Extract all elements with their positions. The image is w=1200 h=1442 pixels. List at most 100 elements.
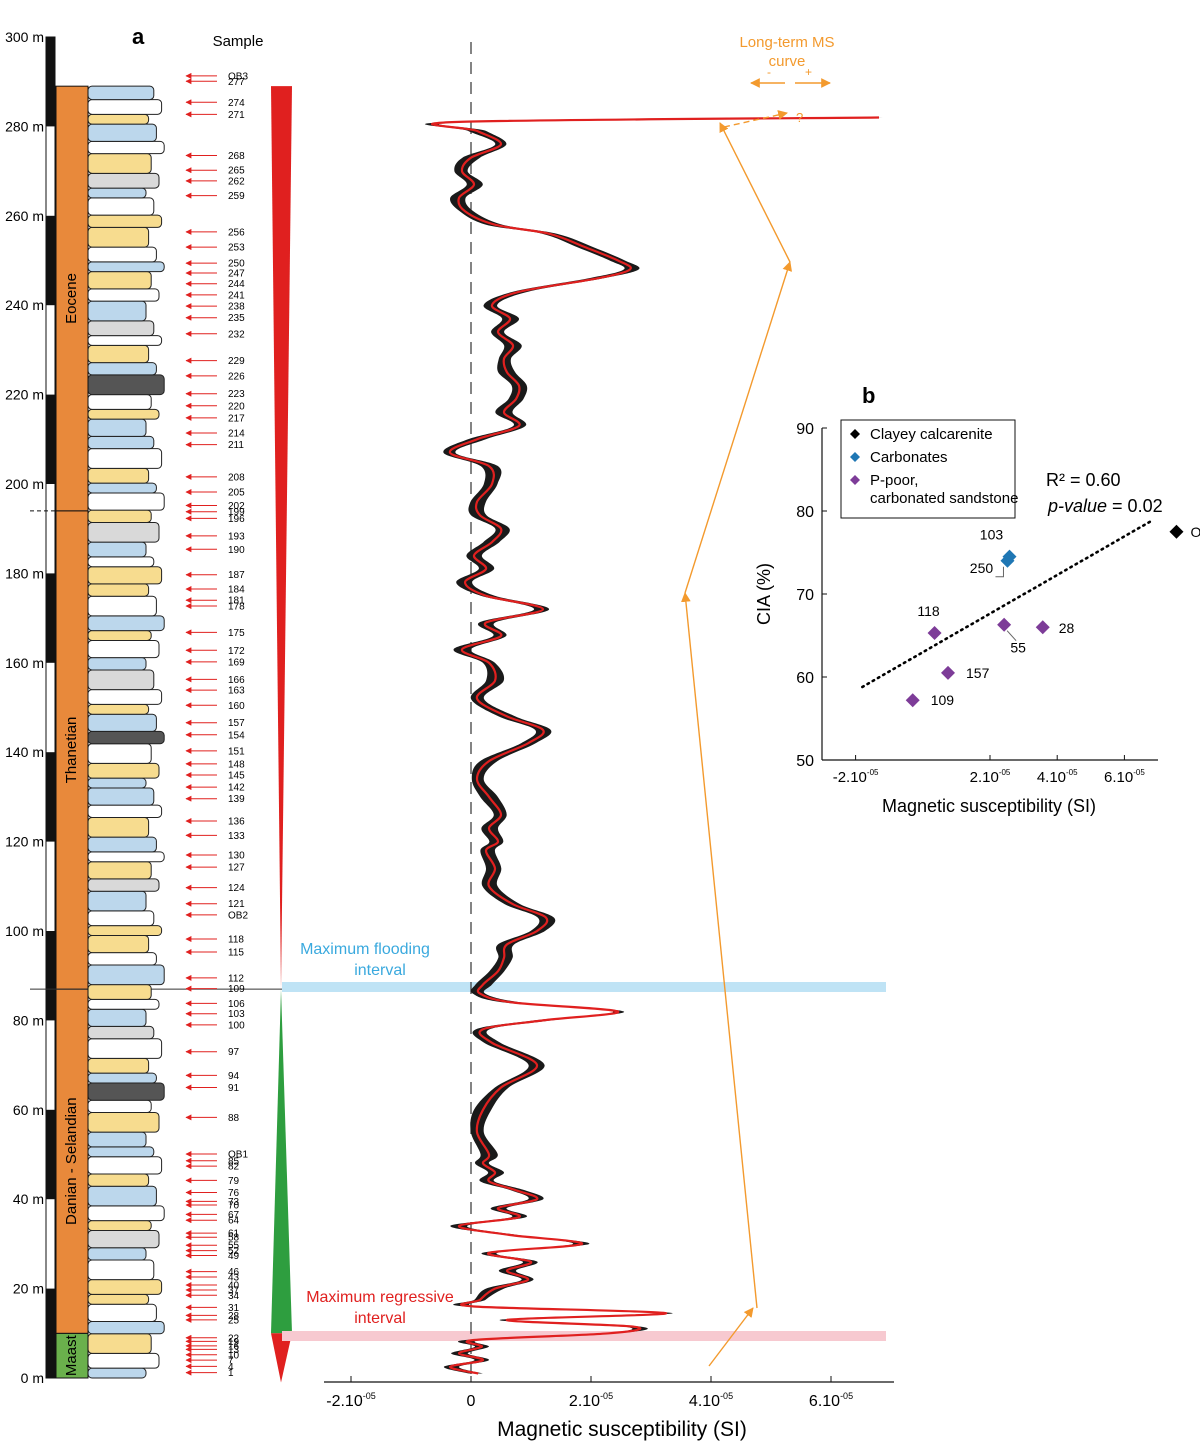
long-term-ms-curve: Long-term MS curve - + ? — [681, 34, 835, 1367]
sample-label: 160 — [228, 701, 245, 712]
sample-label: 52 — [228, 1246, 240, 1257]
lithology-bed — [87, 435, 155, 450]
lithology-bed — [87, 595, 157, 617]
sample-label: 136 — [228, 817, 245, 828]
lithology-bed — [87, 99, 163, 115]
depth-axis-segment — [46, 1109, 55, 1200]
sample-label: 274 — [228, 98, 245, 109]
transgressive-triangle — [271, 989, 292, 1334]
lithology-bed — [87, 1247, 147, 1261]
sample-label: 76 — [228, 1188, 240, 1199]
sample-label: 7 — [228, 1356, 234, 1367]
scatter-point-label: 250 — [970, 560, 994, 576]
max-regressive-band — [282, 1331, 886, 1341]
sample-label: 73 — [228, 1197, 240, 1208]
scatter-axes: 50 60 70 80 90 -2.10-05 2.10-05 4.10-05 6.10-05 — [796, 421, 1158, 786]
scatter-point — [1000, 553, 1015, 568]
lithology-bed — [87, 482, 157, 494]
lithology-bed — [87, 509, 152, 523]
scatter-point — [941, 665, 955, 680]
lithology-bed — [87, 964, 165, 986]
scatter-x-axis-label: Magnetic susceptibility (SI) — [882, 796, 1096, 816]
sample-label: 142 — [228, 783, 245, 794]
ms-x-axis: -2.10-05 0 2.10-05 4.10-05 6.10-05 — [324, 1376, 894, 1410]
legend-box — [840, 419, 1016, 519]
sample-label: 247 — [228, 269, 245, 280]
sample-label: 16 — [228, 1341, 240, 1352]
scatter-y-axis-label: CIA (%) — [754, 563, 774, 625]
lithology-bed — [87, 408, 160, 420]
lithology-bed — [87, 1279, 163, 1295]
lithology-bed — [87, 998, 160, 1010]
lithology-bed — [87, 1352, 160, 1369]
lithology-bed — [87, 140, 165, 155]
lithology-bed — [87, 1293, 150, 1305]
sample-label: 127 — [228, 863, 245, 874]
sample-label: 232 — [228, 329, 245, 340]
lithology-bed — [87, 890, 147, 912]
lithology-bed — [87, 1131, 147, 1148]
sample-label: 13 — [228, 1345, 240, 1356]
sample-label: 79 — [228, 1176, 240, 1187]
sample-label: 1 — [228, 1368, 234, 1379]
ms-x-tick-exponent: -05 — [600, 1391, 613, 1401]
lithology-bed — [87, 630, 152, 641]
lithology-bed — [87, 1173, 150, 1187]
lithology-bed — [87, 1259, 155, 1281]
ms-smoothed-line — [430, 116, 880, 1375]
depth-tick-label: 120 m — [5, 834, 44, 850]
ms-x-tick-label: 2.10-05 — [569, 1391, 613, 1410]
legend-entry: Carbonates — [870, 449, 948, 466]
lithology-bed — [87, 394, 152, 410]
sample-label: 190 — [228, 545, 245, 556]
depth-axis-segment — [46, 394, 55, 484]
ms-x-tick-label: 4.10-05 — [689, 1391, 733, 1410]
depth-axis-segment — [46, 37, 55, 127]
scatter-point — [927, 626, 942, 641]
sample-label: 64 — [228, 1216, 240, 1227]
scatter-legend: Clayey calcarenite Carbonates P-poor,carbo… — [840, 419, 1018, 519]
lithology-bed — [87, 1082, 165, 1101]
sample-label: 43 — [228, 1272, 240, 1283]
stage-label: Danian - Selandian — [63, 1097, 80, 1225]
depth-tick-label: 140 m — [5, 744, 44, 760]
sample-label: 139 — [228, 794, 245, 805]
legend-marker — [850, 452, 860, 462]
scatter-y-tick-label: 50 — [796, 753, 814, 770]
sample-label: 268 — [228, 151, 245, 162]
sample-label: 49 — [228, 1251, 240, 1262]
depth-tick-label: 20 m — [13, 1281, 44, 1297]
lithology-bed — [87, 214, 163, 228]
sample-header: Sample — [213, 33, 264, 50]
ms-x-tick-label: 0 — [467, 1393, 476, 1410]
sample-label: 22 — [228, 1333, 240, 1344]
scatter-x-tick-label: -2.10-05 — [833, 768, 879, 786]
scatter-point-label: 28 — [1059, 620, 1075, 636]
lithology-bed — [87, 541, 147, 558]
sample-label: 163 — [228, 686, 245, 697]
depth-tick-label: 260 m — [5, 208, 44, 224]
stage-column: Maast Danian - Selandian Thanetian Eocene — [30, 85, 282, 1379]
sample-label: 253 — [228, 243, 245, 254]
sample-label: 133 — [228, 831, 245, 842]
long-term-title-2: curve — [769, 53, 806, 70]
label-leader — [995, 566, 1004, 578]
lithology-bed — [87, 362, 157, 376]
sample-label: 250 — [228, 259, 245, 270]
sample-label: 217 — [228, 413, 245, 424]
sample-label: 121 — [228, 899, 245, 910]
depth-tick-label: 100 m — [5, 923, 44, 939]
lithology-bed — [87, 984, 152, 1000]
lithology-bed — [87, 787, 155, 806]
lithology-bed — [87, 878, 160, 892]
lithology-bed — [87, 197, 155, 216]
lithology-bed — [87, 743, 152, 764]
sample-label: 34 — [228, 1291, 240, 1302]
sample-label: 124 — [228, 883, 245, 894]
depth-axis-segment — [46, 752, 55, 842]
sample-label: 238 — [228, 302, 245, 313]
sample-label: OB3 — [228, 71, 248, 82]
sample-label: 166 — [228, 675, 245, 686]
sample-label: 85 — [228, 1156, 240, 1167]
